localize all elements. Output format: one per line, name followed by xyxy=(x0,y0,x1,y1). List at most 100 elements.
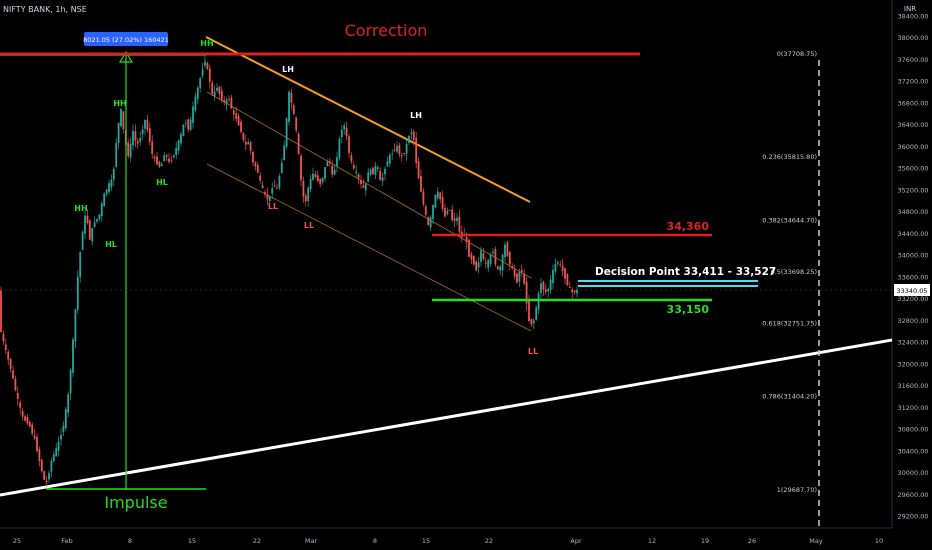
candle-body xyxy=(316,175,319,182)
y-tick-label: 36000.00 xyxy=(897,143,928,151)
candle-body xyxy=(223,99,226,102)
candle-body xyxy=(144,119,146,129)
candle-body xyxy=(117,122,120,144)
candle-body xyxy=(456,217,458,222)
x-tick-label: 25 xyxy=(13,537,21,545)
swing-label: HH xyxy=(200,39,213,48)
channel-lower-line xyxy=(206,163,532,332)
candle-body xyxy=(252,152,254,163)
y-tick-label: 32000.00 xyxy=(897,360,928,368)
candle-body xyxy=(256,165,259,173)
candle-body xyxy=(499,266,502,271)
candle-body xyxy=(254,162,257,167)
candle-body xyxy=(98,214,101,220)
candle-body xyxy=(422,191,425,204)
candle-body xyxy=(24,416,26,421)
candle-body xyxy=(561,265,564,271)
candle-body xyxy=(261,185,264,189)
fib-level-label: 1(29687.70) xyxy=(777,486,817,494)
y-axis-ticks: 38400.00 38000.00 37600.00 37200.00 36800.00… xyxy=(897,13,928,521)
y-tick-label: 31600.00 xyxy=(897,382,928,390)
candle-body xyxy=(434,194,437,208)
swing-label: LL xyxy=(304,221,314,230)
candle-body xyxy=(501,254,504,271)
candle-body xyxy=(112,168,115,180)
measure-box-text: 8021.05 (27.02%) 160421 xyxy=(83,36,169,44)
candle-body xyxy=(496,266,499,270)
candle-body xyxy=(103,193,106,207)
candle-body xyxy=(204,61,206,66)
candle-body xyxy=(564,268,566,279)
candle-body xyxy=(307,187,310,202)
candle-body xyxy=(199,78,202,89)
candle-body xyxy=(28,422,31,427)
x-tick-label: Feb xyxy=(61,537,73,545)
candle-body xyxy=(405,144,408,154)
fib-level-label: 0.786(31404.20) xyxy=(762,393,817,401)
last-price-tag-text: 33340.05 xyxy=(896,287,927,295)
candle-body xyxy=(259,175,262,181)
candle-body xyxy=(504,244,506,258)
candle-body xyxy=(33,435,36,439)
candle-body xyxy=(398,145,401,155)
x-tick-label: Apr xyxy=(570,537,582,545)
candlestick-series xyxy=(0,55,578,487)
candle-body xyxy=(175,147,178,156)
y-tick-label: 32400.00 xyxy=(897,339,928,347)
candle-body xyxy=(122,111,125,130)
y-tick-label: 38400.00 xyxy=(897,13,928,21)
y-tick-label: 34400.00 xyxy=(897,230,928,238)
candle-body xyxy=(170,159,173,161)
candle-body xyxy=(518,271,521,282)
channel-mid-line xyxy=(206,91,532,279)
candle-body xyxy=(31,424,34,434)
candle-body xyxy=(547,288,550,292)
candle-body xyxy=(134,131,137,141)
candle-body xyxy=(81,232,84,250)
candle-body xyxy=(513,269,516,277)
candle-body xyxy=(232,110,235,115)
candle-body xyxy=(417,161,420,179)
last-price-tag xyxy=(894,284,930,296)
candle-body xyxy=(410,132,413,134)
x-tick-label: 8 xyxy=(373,537,377,545)
candle-body xyxy=(429,217,432,228)
candle-body xyxy=(338,138,341,158)
swing-label: HH xyxy=(113,99,126,108)
candle-body xyxy=(7,351,10,360)
x-tick-label: 22 xyxy=(485,537,493,545)
y-tick-label: 32800.00 xyxy=(897,317,928,325)
candle-body xyxy=(494,249,497,265)
candle-body xyxy=(345,127,348,137)
y-tick-label: 36800.00 xyxy=(897,99,928,107)
candle-body xyxy=(242,132,245,141)
candle-body xyxy=(84,215,86,234)
swing-label: HL xyxy=(105,240,117,249)
candle-body xyxy=(525,281,528,304)
candle-body xyxy=(244,141,247,145)
candle-body xyxy=(237,116,240,126)
y-tick-label: 35200.00 xyxy=(897,186,928,194)
x-axis-ticks: 25 Feb 8 15 22 Mar 8 15 22 Apr 12 19 26 May 10 xyxy=(13,537,883,545)
candle-body xyxy=(468,240,470,257)
candle-body xyxy=(151,141,154,154)
candle-body xyxy=(55,448,58,457)
fib-level-label: 0(37708.75) xyxy=(777,50,817,58)
candle-body xyxy=(235,113,238,120)
candle-body xyxy=(396,146,398,152)
candle-body xyxy=(12,370,14,379)
candle-body xyxy=(372,167,374,175)
candle-body xyxy=(492,251,494,254)
candle-body xyxy=(367,172,370,183)
candle-body xyxy=(348,136,350,153)
candle-body xyxy=(446,211,449,214)
candle-body xyxy=(451,209,454,221)
candle-body xyxy=(415,138,418,164)
candle-body xyxy=(520,269,523,273)
fibonacci-levels: 0(37708.75) 0.236(35815.80) 0.382(34644.70… xyxy=(762,50,817,494)
candle-body xyxy=(535,307,538,320)
candle-body xyxy=(192,106,194,123)
candle-body xyxy=(139,137,142,142)
channel-upper-line xyxy=(205,36,531,203)
